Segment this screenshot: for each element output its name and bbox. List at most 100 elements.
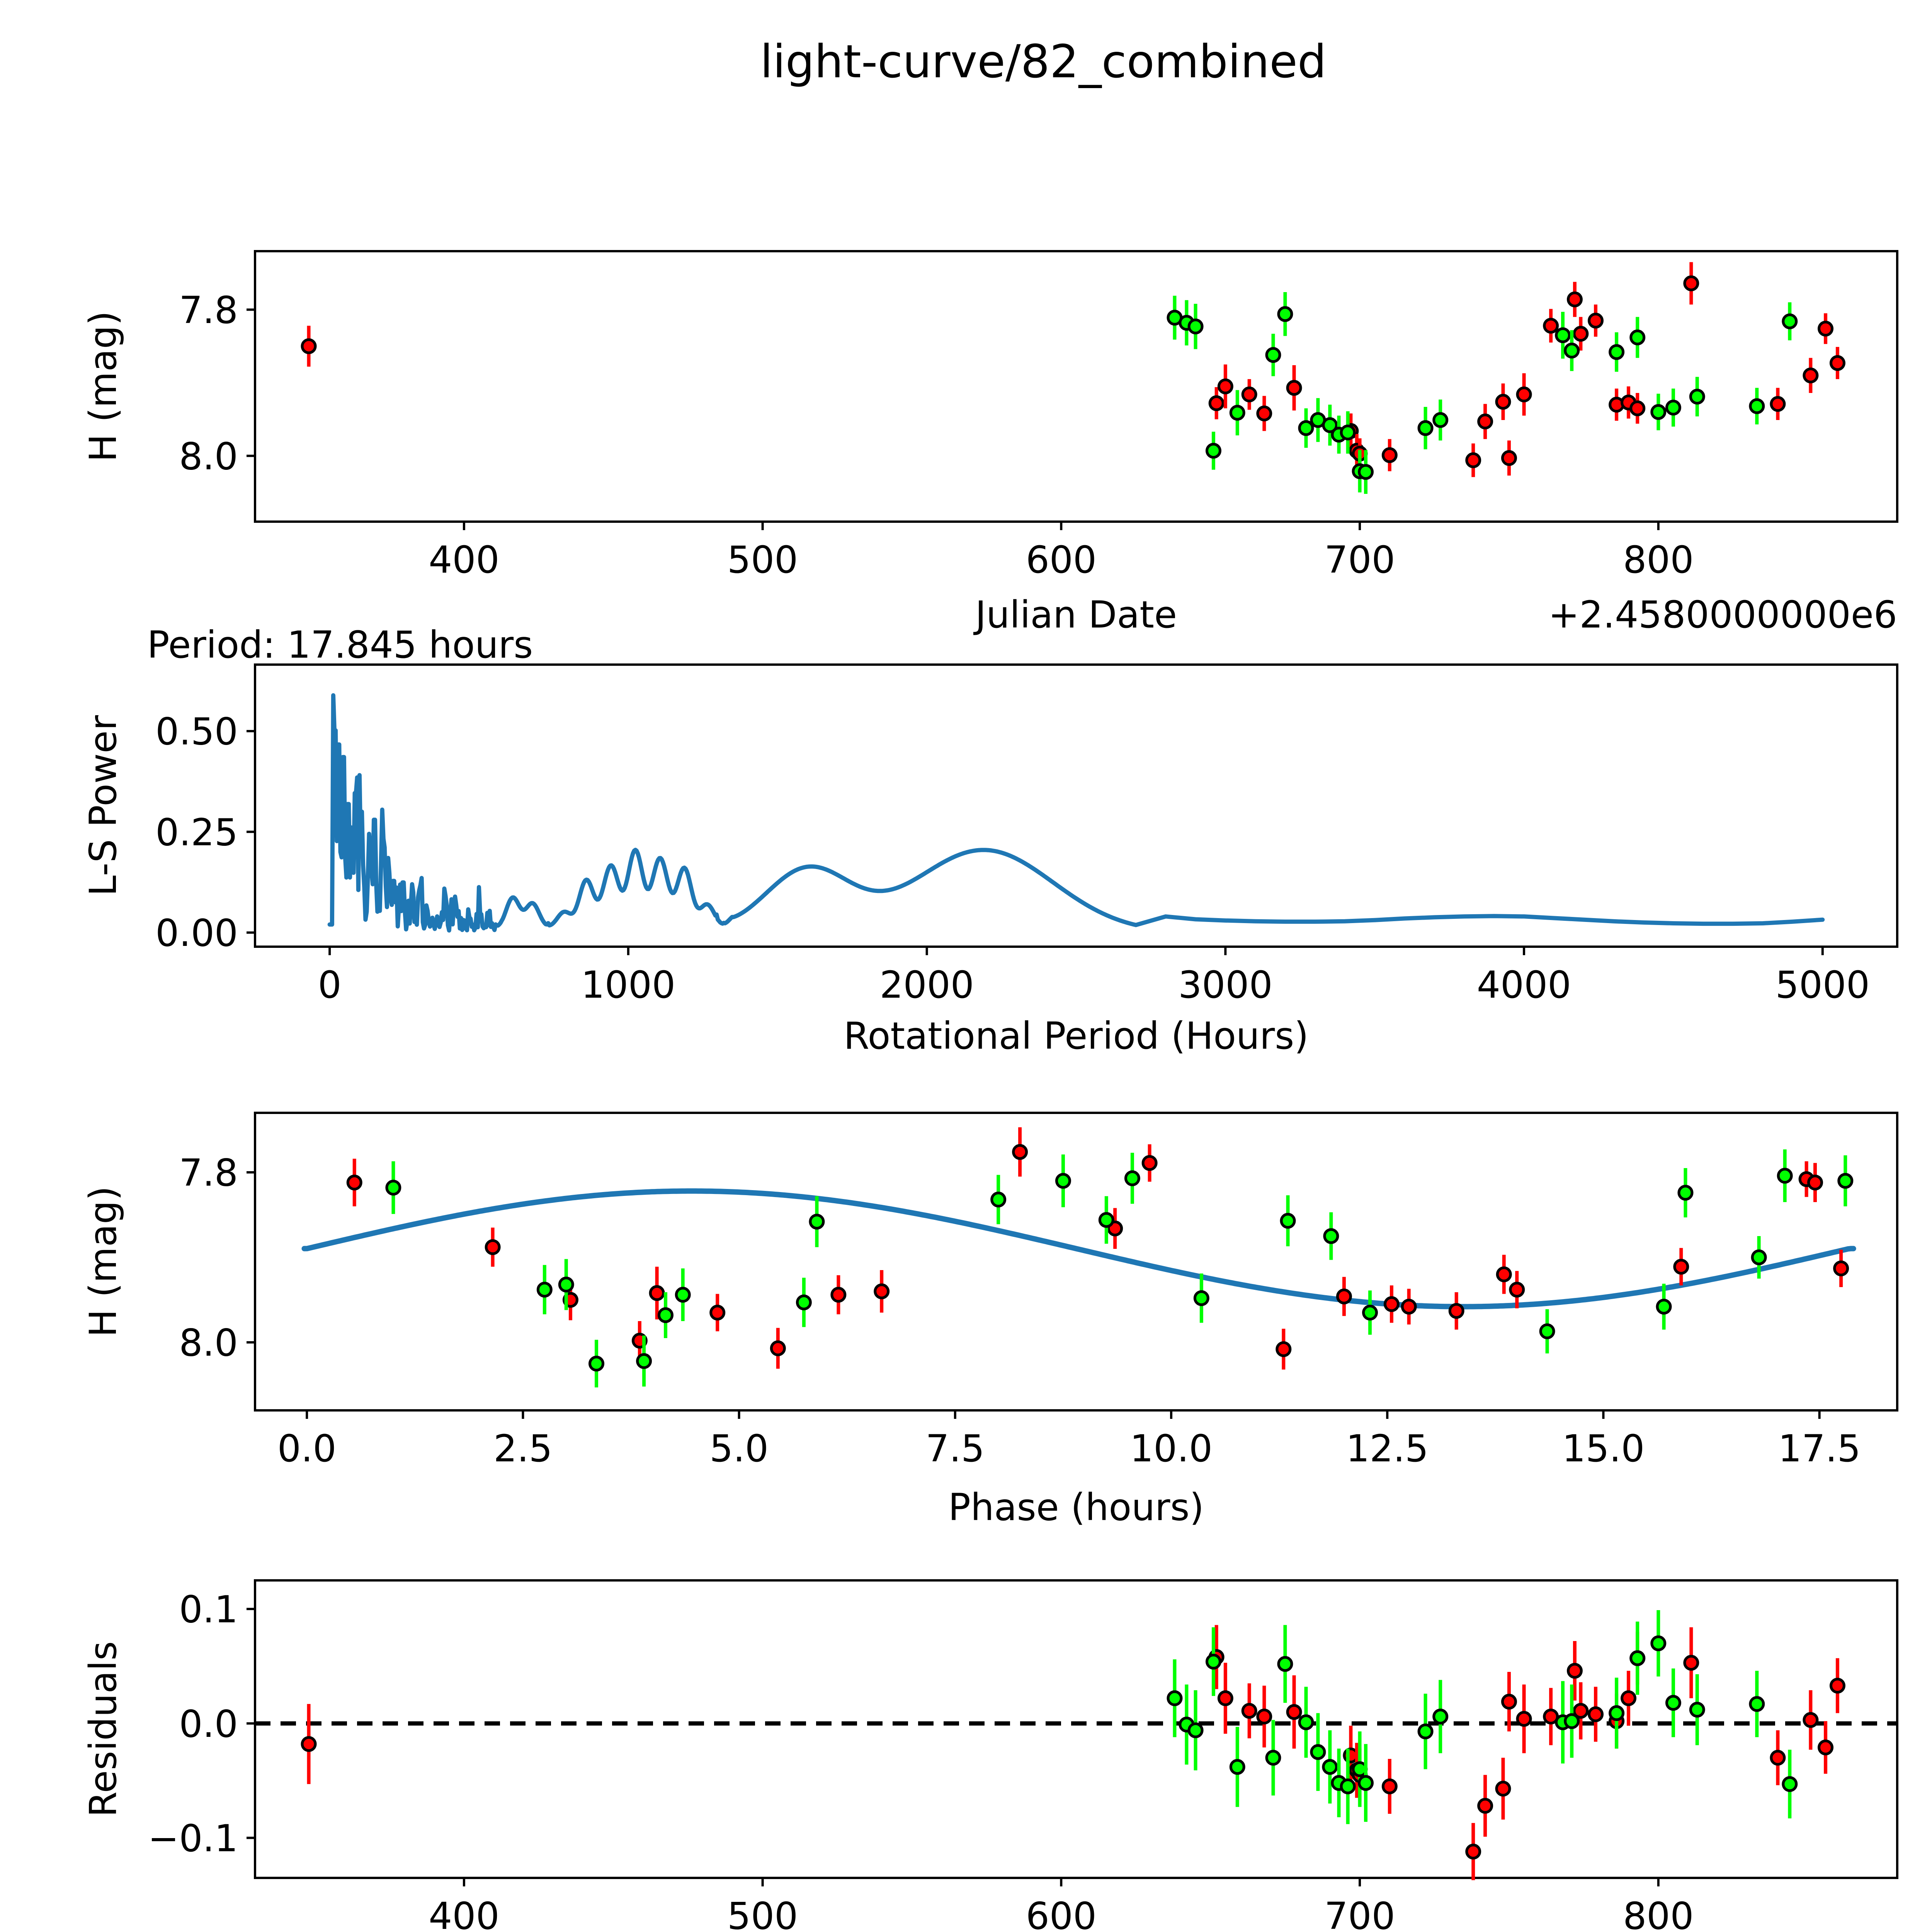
data-point [1187,1722,1204,1738]
data-point [1564,342,1580,359]
y-tick-label: 0.0 [179,1702,238,1746]
axes-frame [254,1579,1898,1879]
data-point [485,1239,501,1255]
data-point [1509,1282,1525,1298]
x-tick-label: 12.5 [1346,1427,1429,1470]
data-point [1683,1655,1699,1671]
data-point [1381,447,1398,463]
x-axis-offset-label: +2.4580000000e6 [1548,593,1897,636]
axes-frame [254,663,1898,948]
data-point [1629,1650,1646,1666]
data-point [1588,313,1604,329]
data-point [1280,1213,1296,1229]
data-point [1187,318,1204,335]
axes-frame [254,250,1898,523]
data-point [1829,355,1845,371]
data-point [1650,404,1667,420]
x-tick-label: 600 [1026,1895,1097,1932]
data-point [1677,1185,1694,1201]
data-point [1340,424,1356,440]
data-point [1609,344,1625,360]
data-point [809,1214,825,1230]
data-point [1629,329,1646,345]
y-tick-label: 0.25 [155,811,238,854]
data-point [1837,1173,1854,1189]
data-point [1277,306,1293,322]
panel-periodogram: 0 1000 2000 3000 4000 5000 0.00 0.25 0.50 L-S Pow… [0,638,1932,1101]
data-point [1256,405,1272,422]
data-point [301,1736,317,1752]
data-point [636,1353,652,1369]
data-point [1573,326,1589,342]
data-point [558,1276,574,1293]
data-point [1205,1653,1221,1670]
x-axis-label: Julian Date [973,593,1177,636]
data-point [1229,1759,1245,1775]
data-point [874,1283,890,1299]
x-tick-label: 2.5 [493,1427,553,1470]
x-tick-label: 700 [1324,1895,1395,1932]
series-red [301,262,1845,477]
data-point [1323,1228,1339,1244]
data-point [1310,1744,1326,1760]
data-point [1588,1706,1604,1722]
data-point [1829,1677,1845,1694]
data-point [1770,1750,1786,1766]
data-point [1683,275,1699,291]
x-tick-label: 0.0 [277,1427,337,1470]
panel-phase-folded: 0.0 2.5 5.0 7.5 10.0 12.5 15.0 17.5 7.8 8.0 H (mag… [0,1090,1932,1577]
data-point [1673,1259,1689,1275]
y-axis-label: Residuals [82,1641,125,1817]
data-point [1362,1304,1378,1321]
series-red [301,1625,1845,1880]
series-green [1167,1610,1798,1824]
data-point [830,1287,847,1303]
data-point [1629,400,1646,417]
series-red [346,1127,1849,1370]
page-title: light-curve/82_combined [760,35,1327,88]
series-green [1167,292,1798,494]
data-point [1012,1144,1028,1160]
plot-surface: 400 500 600 700 800 7.8 8.0 H (mag) Julian Date +… [82,250,1898,665]
data-point [990,1191,1007,1208]
x-tick-label: 600 [1026,538,1097,582]
data-point [1340,1778,1356,1794]
data-point [1543,318,1559,334]
x-axis-label: Phase (hours) [948,1486,1204,1529]
data-point [1417,1723,1434,1740]
series-green [385,1149,1854,1388]
data-point [709,1304,726,1321]
data-point [1286,1704,1302,1720]
data-point [1286,380,1302,396]
axes-frame [254,1112,1898,1412]
panel-light-curve: 400 500 600 700 800 7.8 8.0 H (mag) Julian Date +… [0,201,1932,665]
data-point [1217,378,1233,395]
data-point [1477,1798,1493,1814]
y-tick-label: 8.0 [179,435,238,478]
data-point [1465,1844,1481,1860]
data-point [1749,1696,1765,1712]
y-axis-label: H (mag) [82,1186,125,1337]
x-axis-label: Rotational Period (Hours) [844,1014,1309,1058]
data-point [1465,452,1481,468]
data-point [1383,1296,1400,1312]
data-point [1141,1155,1158,1171]
y-axis-label: L-S Power [82,715,125,896]
data-point [385,1180,401,1196]
data-point [1432,1708,1449,1725]
data-point [1358,1775,1374,1791]
x-tick-label: 700 [1324,538,1395,582]
data-point [1055,1173,1071,1189]
data-point [1256,1708,1272,1725]
data-point [1564,1713,1580,1729]
data-point [1322,417,1338,433]
data-point [1609,1705,1625,1721]
x-tick-label: 4000 [1477,963,1571,1007]
data-point [1432,412,1449,428]
data-point [1381,1778,1398,1794]
data-point [796,1294,812,1311]
data-point [536,1282,553,1298]
x-tick-label: 5.0 [709,1427,769,1470]
data-point [1566,1663,1583,1679]
